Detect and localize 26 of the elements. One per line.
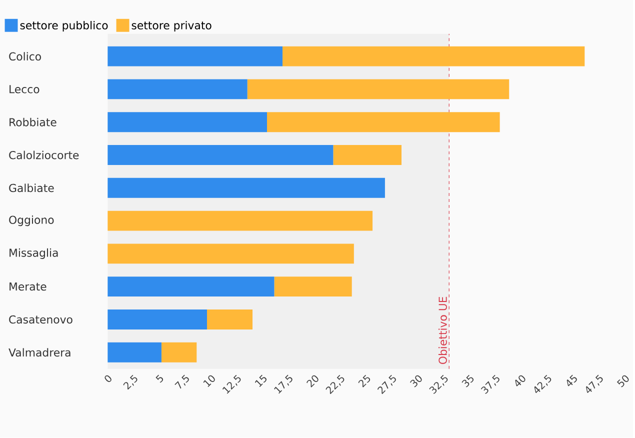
y-tick-label: Colico — [9, 52, 41, 61]
y-tick-label: Lecco — [10, 85, 40, 94]
x-tick-label: 0 — [104, 376, 112, 382]
legend-label: settore privato — [132, 21, 212, 32]
x-tick-label: 5 — [156, 374, 164, 383]
x-tick-label: 20 — [306, 376, 318, 388]
x-tick-label: 35 — [462, 375, 474, 388]
y-tick-label: Robbiate — [10, 118, 56, 127]
y-tick-label: Calolziocorte — [9, 150, 79, 160]
y-tick-label: Casatenovo — [9, 316, 72, 324]
x-tick-label: 7,5 — [174, 374, 189, 389]
x-tick-label: 40 — [515, 376, 526, 387]
ref-line-label: Obiettivo UE — [438, 297, 447, 364]
legend-label: settore pubblico — [20, 21, 108, 32]
x-tick-label: 50 — [616, 376, 629, 388]
y-tick-label: Missaglia — [10, 248, 58, 260]
y-tick-label: Merate — [10, 282, 46, 291]
y-tick-label: Valmadrera — [8, 348, 70, 357]
x-tick-label: 30 — [410, 376, 422, 388]
x-tick-label: 10 — [203, 376, 215, 388]
y-tick-label: Oggiono — [9, 216, 54, 226]
x-tick-label: 15 — [254, 374, 266, 388]
y-tick-label: Galbiate — [9, 184, 54, 192]
x-tick-label: 45 — [566, 374, 577, 386]
x-tick-label: 25 — [358, 375, 370, 388]
x-tick-label: 2,5 — [123, 375, 138, 390]
